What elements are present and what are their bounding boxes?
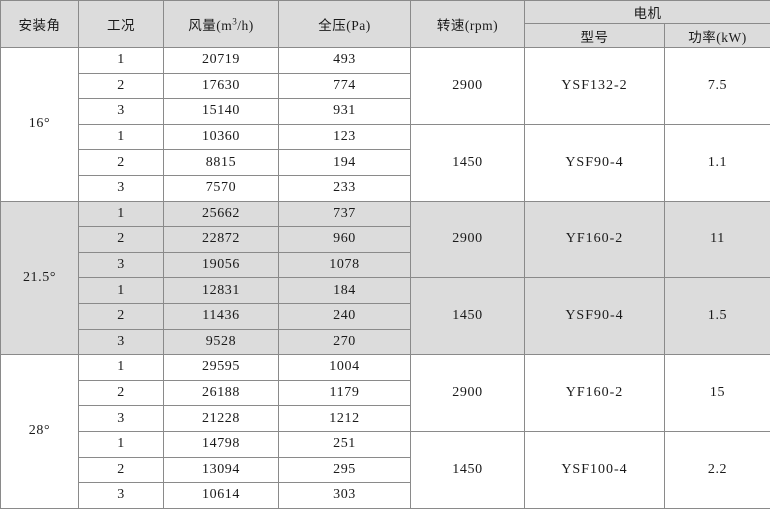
cell-total-pressure: 960: [279, 227, 411, 253]
cell-motor-model: YSF132-2: [525, 48, 665, 125]
cell-air-flow: 9528: [164, 329, 279, 355]
cell-motor-power: 7.5: [665, 48, 770, 125]
cell-total-pressure: 251: [279, 431, 411, 457]
cell-air-flow: 21228: [164, 406, 279, 432]
header-motor: 电机: [525, 1, 770, 24]
cell-condition: 1: [79, 48, 164, 74]
cell-total-pressure: 737: [279, 201, 411, 227]
cell-total-pressure: 774: [279, 73, 411, 99]
cell-motor-power: 1.5: [665, 278, 770, 355]
header-total-pressure: 全压(Pa): [279, 1, 411, 48]
table-header: 安装角 工况 风量(m3/h) 全压(Pa) 转速(rpm) 电机 型号 功率(…: [1, 1, 770, 48]
header-motor-power: 功率(kW): [665, 24, 770, 48]
cell-air-flow: 25662: [164, 201, 279, 227]
cell-motor-model: YSF100-4: [525, 431, 665, 508]
cell-air-flow: 8815: [164, 150, 279, 176]
cell-condition: 2: [79, 380, 164, 406]
cell-total-pressure: 1179: [279, 380, 411, 406]
cell-motor-model: YSF90-4: [525, 124, 665, 201]
cell-condition: 3: [79, 99, 164, 125]
cell-rotation-speed: 2900: [411, 48, 525, 125]
cell-motor-power: 11: [665, 201, 770, 278]
cell-condition: 1: [79, 431, 164, 457]
header-air-flow-text: 风量(m: [188, 18, 232, 33]
cell-air-flow: 17630: [164, 73, 279, 99]
cell-air-flow: 10614: [164, 483, 279, 509]
cell-condition: 3: [79, 175, 164, 201]
cell-air-flow: 7570: [164, 175, 279, 201]
cell-condition: 1: [79, 278, 164, 304]
cell-air-flow: 15140: [164, 99, 279, 125]
cell-total-pressure: 1004: [279, 355, 411, 381]
cell-condition: 3: [79, 252, 164, 278]
cell-installation-angle: 21.5°: [1, 201, 79, 355]
cell-total-pressure: 240: [279, 303, 411, 329]
cell-motor-model: YF160-2: [525, 201, 665, 278]
header-air-flow-tail: /h): [237, 18, 254, 33]
cell-condition: 1: [79, 201, 164, 227]
cell-motor-power: 15: [665, 355, 770, 432]
cell-air-flow: 19056: [164, 252, 279, 278]
cell-condition: 3: [79, 406, 164, 432]
cell-condition: 2: [79, 227, 164, 253]
cell-air-flow: 13094: [164, 457, 279, 483]
cell-air-flow: 11436: [164, 303, 279, 329]
cell-installation-angle: 28°: [1, 355, 79, 509]
cell-total-pressure: 194: [279, 150, 411, 176]
cell-total-pressure: 1078: [279, 252, 411, 278]
cell-total-pressure: 184: [279, 278, 411, 304]
cell-condition: 3: [79, 329, 164, 355]
cell-motor-model: YF160-2: [525, 355, 665, 432]
cell-motor-power: 1.1: [665, 124, 770, 201]
cell-rotation-speed: 1450: [411, 124, 525, 201]
cell-air-flow: 29595: [164, 355, 279, 381]
cell-total-pressure: 295: [279, 457, 411, 483]
cell-condition: 1: [79, 124, 164, 150]
cell-rotation-speed: 2900: [411, 355, 525, 432]
cell-total-pressure: 1212: [279, 406, 411, 432]
cell-motor-model: YSF90-4: [525, 278, 665, 355]
cell-air-flow: 10360: [164, 124, 279, 150]
cell-condition: 2: [79, 457, 164, 483]
header-row-primary: 安装角 工况 风量(m3/h) 全压(Pa) 转速(rpm) 电机: [1, 1, 770, 24]
header-motor-model: 型号: [525, 24, 665, 48]
cell-motor-power: 2.2: [665, 431, 770, 508]
cell-air-flow: 20719: [164, 48, 279, 74]
cell-air-flow: 14798: [164, 431, 279, 457]
cell-air-flow: 12831: [164, 278, 279, 304]
cell-air-flow: 22872: [164, 227, 279, 253]
cell-rotation-speed: 1450: [411, 431, 525, 508]
cell-total-pressure: 931: [279, 99, 411, 125]
cell-total-pressure: 123: [279, 124, 411, 150]
cell-total-pressure: 270: [279, 329, 411, 355]
cell-rotation-speed: 1450: [411, 278, 525, 355]
header-condition: 工况: [79, 1, 164, 48]
cell-rotation-speed: 2900: [411, 201, 525, 278]
cell-total-pressure: 303: [279, 483, 411, 509]
cell-condition: 2: [79, 73, 164, 99]
header-rotation-speed: 转速(rpm): [411, 1, 525, 48]
cell-total-pressure: 493: [279, 48, 411, 74]
cell-condition: 2: [79, 303, 164, 329]
cell-condition: 1: [79, 355, 164, 381]
header-installation-angle: 安装角: [1, 1, 79, 48]
cell-air-flow: 26188: [164, 380, 279, 406]
cell-condition: 2: [79, 150, 164, 176]
cell-installation-angle: 16°: [1, 48, 79, 202]
cell-total-pressure: 233: [279, 175, 411, 201]
cell-condition: 3: [79, 483, 164, 509]
header-air-flow: 风量(m3/h): [164, 1, 279, 48]
